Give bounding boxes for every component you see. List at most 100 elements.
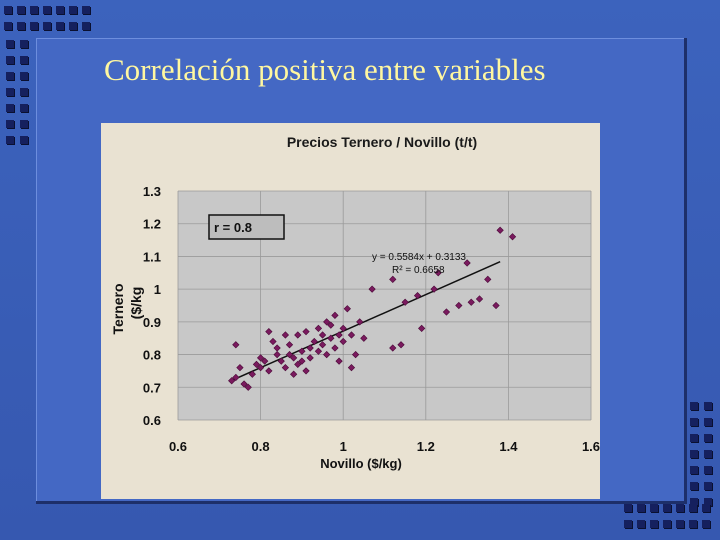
data-point (285, 341, 294, 349)
data-point (290, 370, 298, 378)
data-point (261, 357, 269, 365)
data-point (265, 367, 273, 375)
data-point (475, 295, 484, 303)
data-point (347, 331, 356, 339)
decor-square (690, 466, 698, 474)
decor-square (690, 434, 698, 442)
decor-square (690, 482, 698, 490)
decor-square (704, 482, 712, 490)
data-point (343, 305, 351, 313)
data-point (314, 347, 323, 355)
data-point (508, 233, 517, 241)
y-tick-label: 0.9 (143, 315, 161, 330)
data-point (351, 350, 360, 359)
data-point (269, 337, 277, 346)
decor-square (20, 120, 28, 128)
decor-square (676, 504, 684, 512)
slide-title: Correlación positiva entre variables (104, 52, 546, 87)
data-point (368, 285, 376, 293)
data-point (430, 285, 438, 293)
r-label: r = 0.8 (214, 220, 252, 235)
y-axis-label-line1: Ternero (110, 283, 126, 334)
decor-square (704, 450, 712, 458)
decor-square (6, 104, 14, 112)
data-point (281, 364, 290, 372)
decor-square (704, 434, 712, 442)
x-axis-ticks: 0.6 0.8 1 1.2 1.4 1.6 (169, 439, 600, 454)
data-point (256, 354, 265, 362)
data-point (294, 360, 302, 369)
data-point (323, 350, 331, 359)
data-point (232, 341, 240, 349)
decor-square (689, 520, 697, 528)
x-tick-label: 0.6 (169, 439, 187, 454)
data-point (281, 331, 290, 339)
decor-square (690, 418, 698, 426)
data-point (248, 370, 256, 378)
data-point (360, 334, 368, 342)
decor-square (690, 402, 698, 410)
data-point (418, 324, 426, 333)
data-point (442, 308, 451, 316)
decor-square (17, 22, 25, 30)
scatter-chart: Precios Ternero / Novillo (t/t) 0.60.70.… (101, 123, 600, 499)
decor-square (676, 520, 684, 528)
decor-square (690, 450, 698, 458)
data-point (339, 324, 347, 333)
data-point (236, 364, 244, 372)
data-point (252, 360, 261, 369)
data-point (327, 321, 335, 329)
data-point (294, 331, 302, 339)
data-point (302, 328, 310, 336)
y-axis-label-line2: ($/kg (128, 287, 144, 320)
decor-square (637, 504, 645, 512)
decor-square (650, 504, 658, 512)
chart-container: Precios Ternero / Novillo (t/t) 0.6 0.7 0.… (101, 123, 600, 499)
data-point (290, 354, 298, 362)
decor-square (17, 6, 25, 14)
y-tick-label: 1 (154, 282, 161, 297)
decor-square (704, 466, 712, 474)
chart-title: Precios Ternero / Novillo (t/t) (287, 134, 477, 150)
decor-square (82, 22, 90, 30)
data-point (318, 341, 327, 349)
data-point (496, 226, 504, 234)
data-point (232, 373, 240, 382)
decor-square (637, 520, 645, 528)
y-tick-label: 0.6 (143, 413, 161, 428)
decor-square (6, 40, 14, 48)
decor-square (6, 88, 14, 96)
data-point (347, 364, 356, 372)
decor-square (82, 6, 90, 14)
decor-square (4, 22, 12, 30)
data-point (256, 364, 265, 372)
y-tick-label: 1.3 (143, 184, 161, 199)
decor-square (69, 22, 77, 30)
data-point (401, 298, 409, 306)
decor-square (704, 418, 712, 426)
data-point (285, 350, 294, 359)
decor-square (20, 56, 28, 64)
data-point (314, 324, 323, 333)
data-point (298, 347, 306, 355)
data-point (397, 341, 405, 349)
data-point (339, 337, 347, 346)
y-tick-label: 0.8 (143, 348, 161, 363)
y-tick-label: 1.2 (143, 217, 161, 232)
data-point (318, 331, 327, 339)
data-point (335, 331, 343, 339)
data-point (240, 380, 248, 388)
x-tick-label: 1.4 (499, 439, 518, 454)
decor-square (704, 402, 712, 410)
decor-square (663, 504, 671, 512)
decor-square (702, 504, 710, 512)
decor-square (663, 520, 671, 528)
data-point (467, 298, 475, 306)
data-point (302, 367, 310, 375)
data-point (455, 301, 463, 310)
decor-square (20, 104, 28, 112)
data-point (265, 328, 273, 336)
decor-square (624, 504, 632, 512)
decor-square (704, 498, 712, 506)
data-point (356, 318, 364, 326)
